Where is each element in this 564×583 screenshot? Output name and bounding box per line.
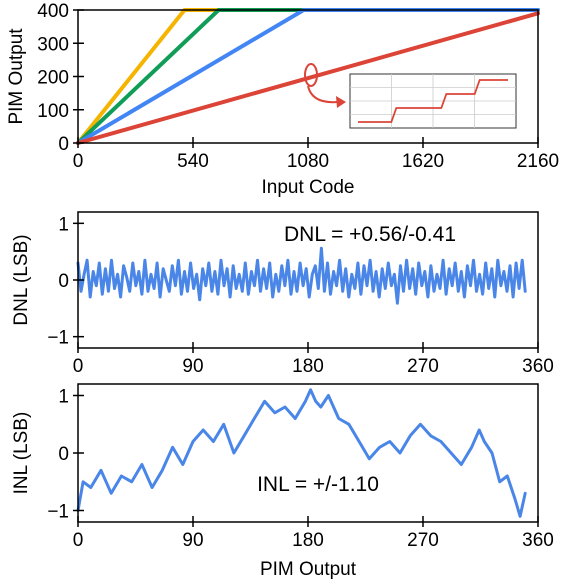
y-tick-label: 0 [58,444,69,465]
x-axis-label: PIM Output [260,559,357,580]
x-tick-label: 180 [292,356,324,377]
y-tick-label: 1 [58,214,69,235]
x-tick-label: 1620 [402,151,444,172]
x-tick-label: 270 [407,530,439,551]
x-axis-label: Input Code [262,177,355,198]
callout-circle [304,63,318,87]
series-line-0 [76,388,527,518]
x-tick-label: 0 [73,530,84,551]
callout-arrow [307,85,339,104]
y-tick-label: 300 [37,34,69,55]
y-tick-label: 100 [37,101,69,122]
x-tick-label: 540 [177,151,209,172]
x-tick-label: 2160 [517,151,559,172]
y-axis-label: DNL (LSB) [11,234,32,325]
x-tick-label: 360 [522,356,554,377]
x-tick-label: 0 [73,356,84,377]
y-tick-label: −1 [47,328,69,349]
x-tick-label: 0 [73,151,84,172]
x-tick-label: 360 [522,530,554,551]
y-tick-label: −1 [47,502,69,523]
y-tick-label: 0 [58,134,69,155]
y-axis-label: PIM Output [6,28,27,125]
transfer-plot: 0 540 1080 1620 2160 0 100 200 300 400 Input Code P… [6,1,559,198]
metric-annotation: DNL = +0.56/-0.41 [284,223,456,246]
metric-annotation: INL = +/-1.10 [257,473,379,496]
x-tick-label: 270 [407,356,439,377]
y-tick-label: 400 [37,1,69,22]
y-axis-label: INL (LSB) [11,412,32,495]
y-tick-label: 0 [58,271,69,292]
inset-step-line [358,79,508,123]
series-line-0 [76,246,527,305]
x-tick-label: 180 [292,530,324,551]
series-line-3 [76,11,540,145]
x-tick-label: 90 [182,530,203,551]
y-tick-label: 200 [37,68,69,89]
x-tick-label: 1080 [287,151,329,172]
x-tick-label: 90 [182,356,203,377]
callout-arrowhead [336,96,346,108]
inset-plot [349,73,517,129]
y-tick-label: 1 [58,387,69,408]
